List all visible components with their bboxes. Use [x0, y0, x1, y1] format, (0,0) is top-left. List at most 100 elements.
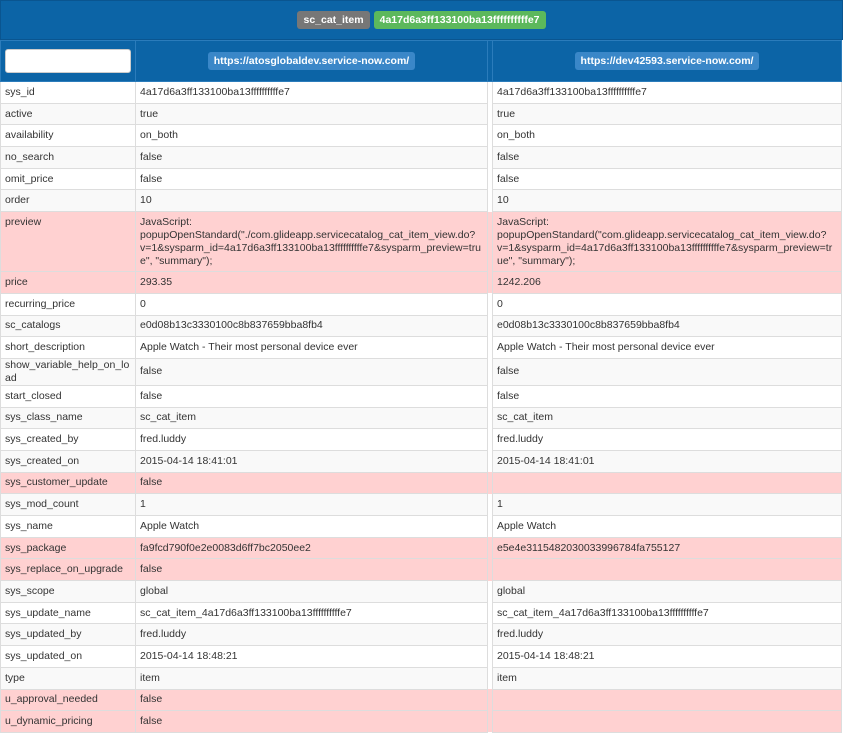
field-name: active	[0, 102, 136, 126]
row: sys_created_on 2015-04-14 18:41:01 2015-04…	[0, 449, 842, 473]
field-name: sys_class_name	[0, 406, 136, 430]
field-name: u_approval_needed	[0, 688, 136, 712]
right-value: false	[492, 357, 842, 386]
row: sys_update_name sc_cat_item_4a17d6a3ff133…	[0, 601, 842, 625]
right-value: e0d08b13c3330100c8b837659bba8fb4	[492, 314, 842, 338]
row: sys_mod_count 1 1	[0, 493, 842, 516]
left-value: fred.luddy	[135, 623, 488, 647]
left-value: 293.35	[135, 271, 488, 294]
field-name: sys_updated_by	[0, 623, 136, 647]
right-value: 2015-04-14 18:41:01	[492, 449, 842, 473]
left-value: false	[135, 471, 488, 495]
left-value: Apple Watch	[135, 515, 488, 538]
field-name: price	[0, 271, 136, 294]
row: sys_class_name sc_cat_item sc_cat_item	[0, 406, 842, 430]
row: sys_customer_update false	[0, 471, 842, 495]
left-value: true	[135, 102, 488, 126]
right-value: 0	[492, 292, 842, 316]
right-value: fred.luddy	[492, 428, 842, 451]
right-value	[492, 471, 842, 495]
row: sys_id 4a17d6a3ff133100ba13ffffffffffe7 4a…	[0, 81, 842, 104]
left-value: item	[135, 666, 488, 690]
row: omit_price false false	[0, 167, 842, 191]
row: no_search false false	[0, 146, 842, 169]
row: active true true	[0, 102, 842, 126]
left-value: fred.luddy	[135, 428, 488, 451]
left-value: false	[135, 146, 488, 169]
left-value: 10	[135, 189, 488, 213]
left-value: 2015-04-14 18:48:21	[135, 645, 488, 668]
right-value: sc_cat_item_4a17d6a3ff133100ba13ffffffff…	[492, 601, 842, 625]
right-value	[492, 710, 842, 733]
left-value: Apple Watch - Their most personal device…	[135, 336, 488, 359]
left-value: false	[135, 384, 488, 408]
right-value: 1242.206	[492, 271, 842, 294]
right-value: 1	[492, 493, 842, 516]
field-name: type	[0, 666, 136, 690]
left-value: e0d08b13c3330100c8b837659bba8fb4	[135, 314, 488, 338]
left-value: sc_cat_item_4a17d6a3ff133100ba13ffffffff…	[135, 601, 488, 625]
filter-input[interactable]	[5, 49, 131, 73]
row: availability on_both on_both	[0, 124, 842, 148]
row: show_variable_help_on_load false false	[0, 357, 842, 386]
right-value: 2015-04-14 18:48:21	[492, 645, 842, 668]
left-value: false	[135, 357, 488, 386]
row: sys_replace_on_upgrade false	[0, 558, 842, 582]
right-value: 10	[492, 189, 842, 213]
row: sys_updated_by fred.luddy fred.luddy	[0, 623, 842, 647]
field-name: availability	[0, 124, 136, 148]
table-badge: sc_cat_item	[297, 11, 370, 29]
row: preview JavaScript: popupOpenStandard("./…	[0, 211, 842, 273]
row: recurring_price 0 0	[0, 292, 842, 316]
field-name: short_description	[0, 336, 136, 359]
field-name: order	[0, 189, 136, 213]
left-url[interactable]: https://atosglobaldev.service-now.com/	[207, 52, 416, 70]
left-header: https://atosglobaldev.service-now.com/	[135, 40, 488, 82]
field-name: recurring_price	[0, 292, 136, 316]
field-name: sys_update_name	[0, 601, 136, 625]
right-value: true	[492, 102, 842, 126]
left-value: 4a17d6a3ff133100ba13ffffffffffe7	[135, 81, 488, 104]
rows: sys_id 4a17d6a3ff133100ba13ffffffffffe7 4a…	[0, 81, 842, 733]
field-name: show_variable_help_on_load	[0, 357, 136, 386]
row: sc_catalogs e0d08b13c3330100c8b837659bba8…	[0, 314, 842, 338]
title-bar: sc_cat_item 4a17d6a3ff133100ba13ffffffff…	[0, 0, 843, 40]
row: type item item	[0, 666, 842, 690]
field-name: sys_name	[0, 515, 136, 538]
left-value: 1	[135, 493, 488, 516]
filter-cell	[0, 40, 136, 82]
field-name: start_closed	[0, 384, 136, 408]
field-name: sys_id	[0, 81, 136, 104]
right-value: false	[492, 384, 842, 408]
right-value: 4a17d6a3ff133100ba13ffffffffffe7	[492, 81, 842, 104]
row: u_approval_needed false	[0, 688, 842, 712]
field-name: no_search	[0, 146, 136, 169]
field-name: sys_updated_on	[0, 645, 136, 668]
left-value: fa9fcd790f0e2e0083d6ff7bc2050ee2	[135, 536, 488, 560]
row: short_description Apple Watch - Their mos…	[0, 336, 842, 359]
right-value: e5e4e3115482030033996784fa755127	[492, 536, 842, 560]
right-value: Apple Watch	[492, 515, 842, 538]
row: sys_package fa9fcd790f0e2e0083d6ff7bc2050…	[0, 536, 842, 560]
row: u_dynamic_pricing false	[0, 710, 842, 733]
row: sys_scope global global	[0, 580, 842, 603]
row: order 10 10	[0, 189, 842, 213]
field-name: sys_scope	[0, 580, 136, 603]
right-value: false	[492, 146, 842, 169]
field-name: sys_created_by	[0, 428, 136, 451]
right-url[interactable]: https://dev42593.service-now.com/	[574, 52, 760, 70]
row: price 293.35 1242.206	[0, 271, 842, 294]
right-value: Apple Watch - Their most personal device…	[492, 336, 842, 359]
field-name: sys_mod_count	[0, 493, 136, 516]
field-name: sys_created_on	[0, 449, 136, 473]
left-value: JavaScript: popupOpenStandard("./com.gli…	[135, 211, 488, 273]
row: sys_name Apple Watch Apple Watch	[0, 515, 842, 538]
right-header: https://dev42593.service-now.com/	[492, 40, 842, 82]
field-name: sc_catalogs	[0, 314, 136, 338]
left-value: false	[135, 710, 488, 733]
left-value: false	[135, 558, 488, 582]
left-value: global	[135, 580, 488, 603]
left-value: false	[135, 688, 488, 712]
right-value: item	[492, 666, 842, 690]
